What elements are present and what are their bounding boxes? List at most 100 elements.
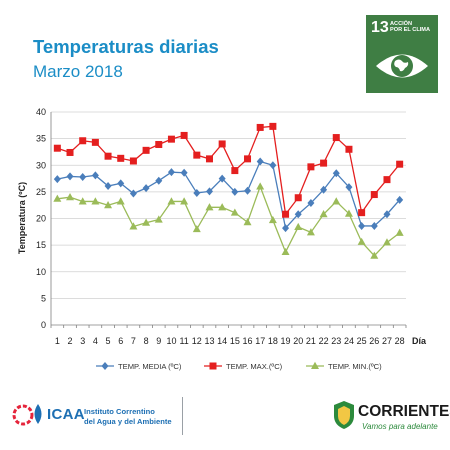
x-tick-label: 5 — [106, 336, 111, 346]
legend-marker — [209, 362, 217, 370]
x-tick-label: 6 — [118, 336, 123, 346]
chart-legend: TEMP. MEDIA (ºC) TEMP. MAX.(ºC) TEMP. MIN.… — [96, 361, 382, 371]
data-point — [104, 200, 113, 209]
sdg-label-line2: POR EL CLIMA — [390, 27, 430, 34]
data-point — [231, 167, 239, 175]
legend-item: TEMP. MEDIA (ºC) — [96, 362, 182, 371]
data-point — [294, 210, 302, 219]
data-point — [53, 175, 61, 184]
data-point — [193, 188, 201, 197]
data-point — [117, 179, 125, 188]
data-point — [357, 237, 366, 245]
data-point — [383, 210, 391, 219]
data-point — [218, 174, 226, 183]
data-point — [104, 152, 112, 160]
data-point — [332, 134, 340, 142]
data-point — [319, 210, 328, 218]
data-point — [320, 159, 328, 167]
data-point — [231, 187, 239, 196]
data-point — [244, 155, 252, 163]
data-point — [167, 197, 176, 205]
data-point — [306, 228, 315, 236]
sdg-13-badge: 13 ACCIÓN POR EL CLIMA — [366, 15, 438, 93]
chart-grid — [51, 111, 406, 299]
sdg-label: ACCIÓN POR EL CLIMA — [390, 21, 430, 34]
x-tick-label: 17 — [255, 336, 265, 346]
data-point — [53, 144, 61, 152]
data-point — [282, 210, 290, 218]
y-tick-label: 30 — [36, 160, 46, 170]
data-point — [269, 122, 277, 130]
chart-axes — [50, 112, 407, 328]
data-point — [167, 135, 175, 143]
data-point — [66, 193, 75, 201]
legend-label: TEMP. MIN.(ºC) — [328, 362, 382, 371]
data-point — [256, 182, 265, 190]
legend-label: TEMP. MEDIA (ºC) — [118, 362, 182, 371]
data-point — [66, 172, 74, 181]
data-point — [370, 191, 378, 199]
x-tick-label: 20 — [293, 336, 303, 346]
data-point — [332, 169, 340, 178]
data-point — [167, 168, 175, 177]
y-tick-label: 35 — [36, 134, 46, 144]
data-point — [129, 189, 137, 198]
chart-title: Temperaturas diarias — [33, 36, 219, 57]
data-point — [281, 247, 290, 256]
x-tick-labels: 1 2 3 4 5 6 7 8 9 10 11 12 13 14 15 16 17 18 19 20 21 22 23 24 2… — [55, 336, 405, 346]
data-point — [154, 215, 163, 223]
series-square — [53, 122, 404, 218]
x-tick-label: 28 — [395, 336, 405, 346]
data-point — [294, 194, 302, 202]
data-point — [155, 140, 163, 148]
x-tick-label: 7 — [131, 336, 136, 346]
data-point — [53, 194, 62, 202]
data-point — [370, 221, 378, 230]
x-tick-label: 10 — [166, 336, 176, 346]
data-point — [243, 218, 252, 226]
data-point — [307, 199, 315, 208]
icaa-logo-icon — [12, 404, 42, 426]
data-point — [116, 197, 125, 205]
icaa-name-line2: del Agua y del Ambiente — [84, 417, 172, 426]
series-line — [57, 125, 401, 216]
x-tick-label: 16 — [243, 336, 253, 346]
data-point — [294, 222, 303, 231]
x-tick-label: 2 — [68, 336, 73, 346]
x-tick-label: 27 — [382, 336, 392, 346]
legend-marker — [101, 362, 109, 370]
sdg-number: 13 — [371, 19, 389, 36]
x-tick-label: 11 — [179, 336, 188, 346]
data-point — [282, 224, 290, 233]
y-tick-label: 40 — [36, 107, 46, 117]
y-tick-label: 20 — [36, 214, 46, 224]
data-point — [382, 238, 391, 246]
x-tick-label: 18 — [268, 336, 278, 346]
x-tick-label: 22 — [319, 336, 329, 346]
data-point — [358, 221, 366, 230]
series-line — [57, 160, 401, 230]
x-tick-label: 13 — [204, 336, 214, 346]
y-tick-label: 15 — [36, 240, 46, 250]
data-point — [142, 218, 151, 226]
data-point — [395, 228, 404, 236]
data-point — [79, 172, 87, 181]
data-point — [78, 197, 87, 205]
data-point — [244, 186, 252, 195]
data-point — [129, 222, 138, 230]
data-point — [180, 168, 188, 177]
y-axis-label: Temperatura (ºC) — [17, 182, 27, 254]
data-point — [180, 197, 189, 205]
x-tick-label: 25 — [357, 336, 367, 346]
legend-marker — [311, 361, 319, 369]
data-point — [192, 224, 201, 233]
data-point — [332, 197, 341, 205]
x-tick-label: 9 — [156, 336, 161, 346]
data-point — [180, 131, 188, 139]
y-tick-label: 25 — [36, 187, 46, 197]
data-point — [66, 148, 74, 156]
data-point — [383, 176, 391, 184]
legend-label: TEMP. MAX.(ºC) — [226, 362, 283, 371]
x-tick-label: 21 — [306, 336, 316, 346]
